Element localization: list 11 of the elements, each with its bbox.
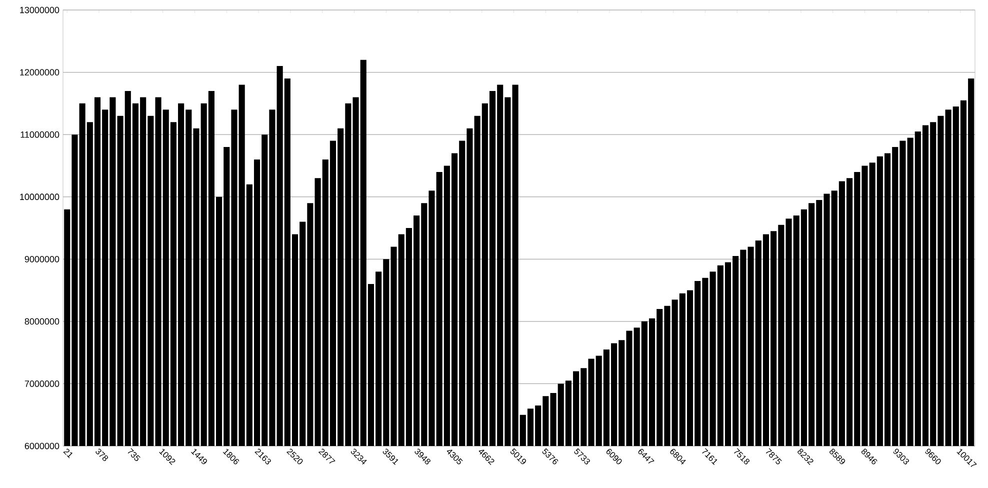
- y-tick-label: 8000000: [24, 318, 60, 325]
- y-tick-label: 9000000: [24, 256, 60, 262]
- y-tick-label: 13000000: [20, 6, 60, 14]
- y-tick-label: 10000000: [20, 194, 60, 200]
- y-tick-label: 12000000: [20, 69, 60, 76]
- x-tick-label: 735: [128, 448, 140, 461]
- y-tick-label: 6000000: [24, 442, 60, 450]
- y-tick-label: 7000000: [24, 380, 60, 387]
- x-tick-label: 378: [96, 448, 108, 462]
- y-tick-label: 11000000: [20, 131, 60, 138]
- x-tick-label: 21: [63, 448, 72, 458]
